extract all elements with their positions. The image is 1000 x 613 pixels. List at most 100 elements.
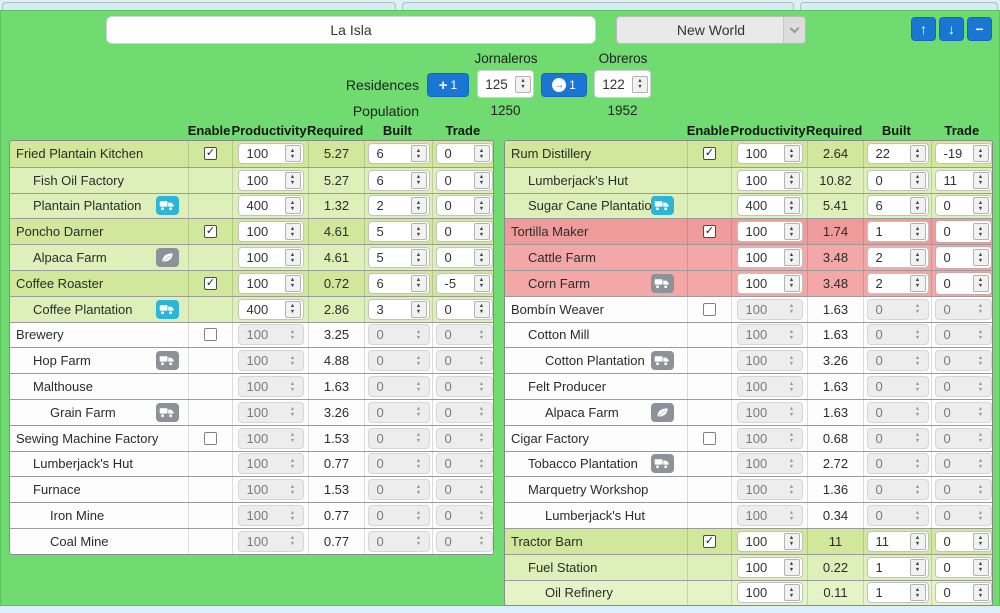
spin-down-icon[interactable]: ▼ <box>977 257 984 264</box>
trade-input[interactable]: 0 ▲ ▼ <box>435 143 493 165</box>
spin-up-icon[interactable]: ▲ <box>788 147 795 154</box>
trade-input[interactable]: 0 ▲ ▼ <box>934 298 992 320</box>
stepper-buttons[interactable]: ▲ ▼ <box>909 249 926 267</box>
spin-down-icon[interactable]: ▼ <box>788 153 795 160</box>
enable-checkbox[interactable]: ✓ <box>204 225 217 239</box>
select-arrow-zone[interactable] <box>783 17 805 43</box>
stepper-buttons[interactable]: ▲ ▼ <box>285 352 301 369</box>
spin-up-icon[interactable]: ▲ <box>977 354 984 361</box>
spin-down-icon[interactable]: ▼ <box>415 283 422 290</box>
spin-down-icon[interactable]: ▼ <box>289 360 296 367</box>
spin-up-icon[interactable]: ▲ <box>788 406 795 413</box>
stepper-buttons[interactable]: ▲ ▼ <box>410 171 427 189</box>
spin-up-icon[interactable]: ▲ <box>914 380 921 387</box>
stepper-buttons[interactable]: ▲ ▼ <box>411 404 427 421</box>
spin-down-icon[interactable]: ▼ <box>478 412 485 419</box>
spin-up-icon[interactable]: ▲ <box>977 380 984 387</box>
stepper-buttons[interactable]: ▲ ▼ <box>473 171 490 189</box>
spin-down-icon[interactable]: ▼ <box>478 180 485 187</box>
spin-down-icon[interactable]: ▼ <box>914 360 921 367</box>
spin-down-icon[interactable]: ▼ <box>289 489 296 496</box>
productivity-input[interactable]: 100 ▲ ▼ <box>237 169 304 191</box>
spin-down-icon[interactable]: ▼ <box>478 463 485 470</box>
productivity-input[interactable]: 100 ▲ ▼ <box>237 221 304 243</box>
stepper-buttons[interactable]: ▲ ▼ <box>909 532 926 550</box>
stepper-buttons[interactable]: ▲ ▼ <box>972 558 989 576</box>
stepper-buttons[interactable]: ▲ ▼ <box>411 455 427 472</box>
stepper-buttons[interactable]: ▲ ▼ <box>910 378 926 395</box>
spin-down-icon[interactable]: ▼ <box>977 153 984 160</box>
spin-up-icon[interactable]: ▲ <box>478 406 485 413</box>
spin-up-icon[interactable]: ▲ <box>977 586 984 593</box>
spin-down-icon[interactable]: ▼ <box>415 360 422 367</box>
spin-down-icon[interactable]: ▼ <box>478 438 485 445</box>
stepper-buttons[interactable]: ▲ ▼ <box>783 274 800 292</box>
productivity-input[interactable]: 100 ▲ ▼ <box>736 247 803 269</box>
productivity-input[interactable]: 100 ▲ ▼ <box>736 350 803 372</box>
stepper-buttons[interactable]: ▲ ▼ <box>284 197 301 215</box>
spin-up-icon[interactable]: ▲ <box>977 561 984 568</box>
spin-down-icon[interactable]: ▼ <box>914 334 921 341</box>
productivity-input[interactable]: 100 ▲ ▼ <box>237 427 304 449</box>
trade-input[interactable]: 0 ▲ ▼ <box>934 427 992 449</box>
spin-up-icon[interactable]: ▲ <box>914 586 921 593</box>
spin-down-icon[interactable]: ▼ <box>914 515 921 522</box>
productivity-input[interactable]: 100 ▲ ▼ <box>736 530 803 552</box>
stepper-buttons[interactable]: ▲ ▼ <box>784 326 800 343</box>
stepper-buttons[interactable]: ▲ ▼ <box>284 274 301 292</box>
spin-up-icon[interactable]: ▲ <box>289 328 296 335</box>
jornaleros-residences-input[interactable]: 125 ▲ ▼ <box>477 70 534 98</box>
spin-down-icon[interactable]: ▼ <box>289 257 296 264</box>
built-input[interactable]: 0 ▲ ▼ <box>367 350 430 372</box>
spin-up-icon[interactable]: ▲ <box>977 199 984 206</box>
stepper-buttons[interactable]: ▲ ▼ <box>909 171 926 189</box>
stepper-buttons[interactable]: ▲ ▼ <box>284 171 301 189</box>
spin-up-icon[interactable]: ▲ <box>914 251 921 258</box>
built-input[interactable]: 0 ▲ ▼ <box>367 453 430 475</box>
trade-input[interactable]: 0 ▲ ▼ <box>934 556 992 578</box>
add-residence-button[interactable]: + 1 <box>427 73 469 97</box>
spin-down-icon[interactable]: ▼ <box>977 334 984 341</box>
spin-up-icon[interactable]: ▲ <box>914 174 921 181</box>
built-input[interactable]: 6 ▲ ▼ <box>866 195 929 217</box>
spin-up-icon[interactable]: ▲ <box>289 174 296 181</box>
spin-up-icon[interactable]: ▲ <box>914 328 921 335</box>
stepper-buttons[interactable]: ▲ ▼ <box>973 481 989 498</box>
spin-down-icon[interactable]: ▼ <box>289 205 296 212</box>
stepper-buttons[interactable]: ▲ ▼ <box>411 507 427 524</box>
trade-input[interactable]: 0 ▲ ▼ <box>435 350 493 372</box>
built-input[interactable]: 1 ▲ ▼ <box>866 582 929 604</box>
spin-down-icon[interactable]: ▼ <box>415 309 422 316</box>
spin-up-icon[interactable]: ▲ <box>415 432 422 439</box>
built-input[interactable]: 0 ▲ ▼ <box>367 530 430 552</box>
spin-down-icon[interactable]: ▼ <box>914 541 921 548</box>
spin-up-icon[interactable]: ▲ <box>914 147 921 154</box>
stepper-buttons[interactable]: ▲ ▼ <box>285 404 301 421</box>
spin-up-icon[interactable]: ▲ <box>520 78 526 84</box>
trade-input[interactable]: 0 ▲ ▼ <box>934 220 992 244</box>
spin-up-icon[interactable]: ▲ <box>289 406 296 413</box>
spin-up-icon[interactable]: ▲ <box>788 251 795 258</box>
stepper-buttons[interactable]: ▲ ▼ <box>973 507 989 524</box>
spin-up-icon[interactable]: ▲ <box>977 457 984 464</box>
spin-up-icon[interactable]: ▲ <box>788 328 795 335</box>
spin-down-icon[interactable]: ▼ <box>977 231 984 238</box>
trade-input[interactable]: 0 ▲ ▼ <box>435 221 493 243</box>
trade-input[interactable]: 11 ▲ ▼ <box>934 169 992 191</box>
stepper-buttons[interactable]: ▲ ▼ <box>784 378 800 395</box>
stepper-buttons[interactable]: ▲ ▼ <box>285 507 301 524</box>
spin-down-icon[interactable]: ▼ <box>415 438 422 445</box>
spin-up-icon[interactable]: ▲ <box>788 509 795 516</box>
stepper-buttons[interactable]: ▲ ▼ <box>284 145 301 163</box>
stepper-buttons[interactable]: ▲ ▼ <box>474 481 490 498</box>
enable-checkbox[interactable] <box>204 431 217 445</box>
spin-down-icon[interactable]: ▼ <box>289 438 296 445</box>
spin-up-icon[interactable]: ▲ <box>415 251 422 258</box>
stepper-buttons[interactable]: ▲ ▼ <box>474 533 490 550</box>
stepper-buttons[interactable]: ▲ ▼ <box>910 301 926 318</box>
productivity-input[interactable]: 100 ▲ ▼ <box>736 272 803 294</box>
built-input[interactable]: 0 ▲ ▼ <box>367 479 430 501</box>
spin-up-icon[interactable]: ▲ <box>788 535 795 542</box>
productivity-input[interactable]: 100 ▲ ▼ <box>736 556 803 578</box>
stepper-buttons[interactable]: ▲ ▼ <box>474 352 490 369</box>
